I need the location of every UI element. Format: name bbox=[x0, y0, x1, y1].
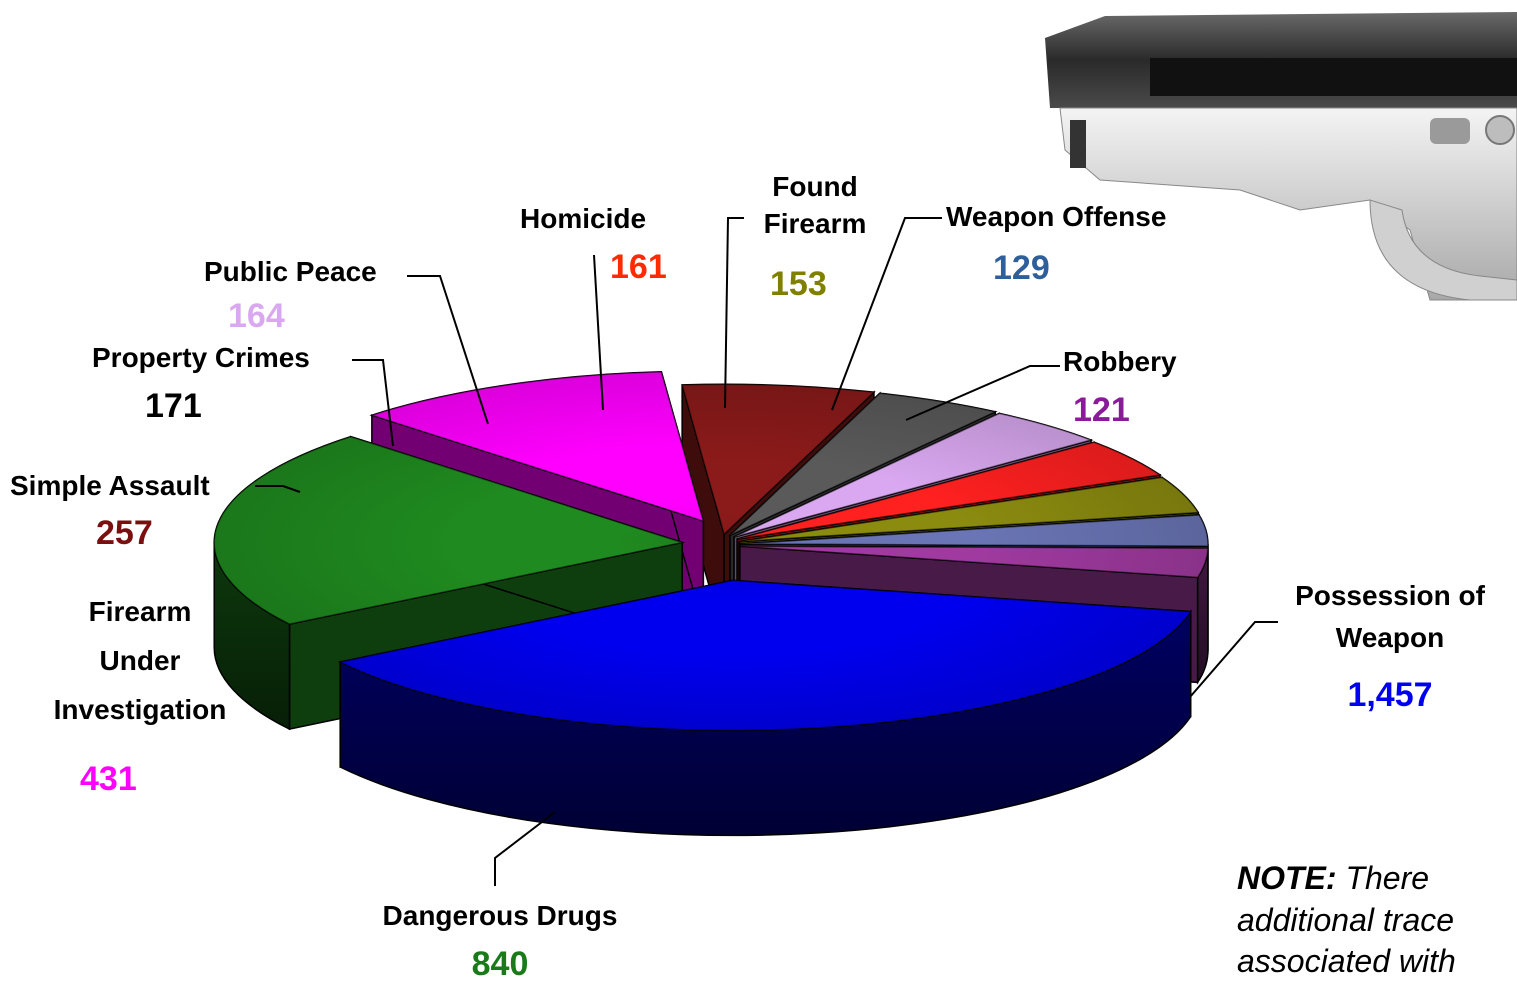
leader-line-dangerous bbox=[494, 811, 556, 886]
label-possession-line1: Possession of bbox=[1295, 580, 1485, 611]
label-firearm-line2: Under bbox=[99, 645, 181, 677]
leader-line-simple bbox=[255, 485, 301, 493]
label-robbery: Robbery bbox=[1063, 346, 1177, 377]
pistol-icon bbox=[1045, 12, 1517, 301]
label-firearm-line1: Firearm bbox=[88, 596, 192, 627]
label-found-line1: Found bbox=[772, 171, 858, 202]
label-possession: Possession of Weapon bbox=[1240, 580, 1517, 654]
label-property-crimes: Property Crimes bbox=[92, 342, 310, 373]
note-line2: additional trace bbox=[1237, 901, 1455, 938]
label-firearm-line3: Investigation bbox=[53, 694, 227, 726]
leader-lines-layer bbox=[255, 217, 1278, 886]
label-firearm-under-investigation: Firearm Under Investigation bbox=[20, 596, 260, 727]
pie-slices-layer bbox=[213, 370, 1209, 837]
value-simple-assault: 257 bbox=[96, 514, 153, 552]
leader-line-homicide bbox=[593, 254, 604, 411]
label-homicide: Homicide bbox=[520, 203, 647, 234]
value-found-firearm: 153 bbox=[770, 265, 827, 303]
value-possession: 1,457 bbox=[1347, 676, 1433, 714]
label-simple-assault: Simple Assault bbox=[10, 470, 210, 501]
value-weapon-offense: 129 bbox=[993, 249, 1050, 287]
value-public-peace: 164 bbox=[228, 297, 285, 335]
label-public-peace: Public Peace bbox=[204, 256, 377, 287]
label-weapon-offense: Weapon Offense bbox=[946, 201, 1167, 232]
note-line1: There bbox=[1336, 860, 1430, 896]
leader-line-found bbox=[724, 217, 744, 409]
value-firearm-under-investigation: 431 bbox=[80, 760, 137, 798]
note-text: NOTE: There additional trace associated … bbox=[1237, 858, 1517, 983]
leader-line-property bbox=[352, 359, 394, 447]
leader-line-possession bbox=[1189, 621, 1278, 698]
value-homicide: 161 bbox=[610, 248, 667, 286]
pie-slice-possession-of-weapon bbox=[337, 579, 1193, 837]
label-possession-line2: Weapon bbox=[1335, 622, 1445, 654]
value-robbery: 121 bbox=[1073, 391, 1130, 429]
note-prefix: NOTE: bbox=[1237, 860, 1337, 896]
value-property-crimes: 171 bbox=[145, 387, 202, 425]
leader-line-public bbox=[407, 275, 489, 425]
label-found-firearm: Found Firearm bbox=[740, 171, 890, 240]
label-found-line2: Firearm bbox=[763, 208, 867, 240]
label-dangerous-drugs: Dangerous Drugs bbox=[382, 900, 618, 931]
value-dangerous-drugs: 840 bbox=[471, 945, 529, 983]
leader-line-weapon bbox=[831, 217, 942, 411]
note-line3: associated with bbox=[1237, 943, 1456, 980]
leader-line-robbery bbox=[905, 365, 1060, 421]
